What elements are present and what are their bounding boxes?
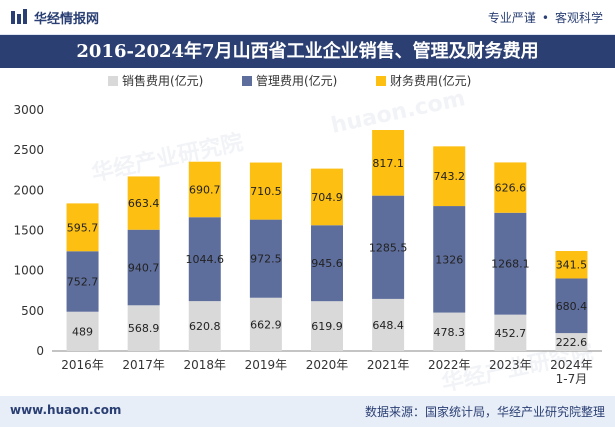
brand-name: 华经情报网 xyxy=(34,11,100,27)
data-label: 945.6 xyxy=(311,257,343,270)
y-tick-label: 500 xyxy=(21,304,44,318)
data-label: 704.9 xyxy=(311,191,343,204)
bar-segment-3 xyxy=(555,251,588,279)
data-label: 710.5 xyxy=(250,185,282,198)
x-tick-label: 1-7月 xyxy=(556,372,588,386)
y-tick-label: 2500 xyxy=(13,143,44,157)
bar-segment-1 xyxy=(555,333,588,351)
x-tick-label: 2022年 xyxy=(428,358,471,372)
y-tick-label: 3000 xyxy=(13,103,44,117)
bar-segment-2 xyxy=(66,251,99,312)
x-tick-label: 2018年 xyxy=(184,358,227,372)
bar-segment-3 xyxy=(433,146,466,207)
legend-swatch-1 xyxy=(108,76,118,86)
bar-segment-2 xyxy=(311,225,343,302)
x-tick-label: 2024年 xyxy=(550,358,593,372)
footer-source: 数据来源：国家统计局，华经产业研究院整理 xyxy=(364,405,605,419)
bar-segment-2 xyxy=(372,195,405,299)
bar-segment-1 xyxy=(372,298,405,351)
slogan-professional: 专业严谨 xyxy=(487,11,536,25)
data-label: 452.7 xyxy=(495,327,527,340)
slogan-objective: 客观科学 xyxy=(554,11,603,25)
data-label: 489 xyxy=(72,325,93,338)
bar-segment-3 xyxy=(249,162,282,220)
legend-swatch-3 xyxy=(376,76,386,86)
title-bar: 2016-2024年7月山西省工业企业销售、管理及财务费用 xyxy=(0,35,615,68)
bar-segment-2 xyxy=(188,217,221,302)
bar-segment-1 xyxy=(66,311,99,351)
brand[interactable]: 华经情报网 xyxy=(10,8,100,27)
slogan: 专业严谨 • 客观科学 xyxy=(488,9,603,26)
bar-segment-2 xyxy=(127,229,160,306)
footer-bar: www.huaon.com 数据来源：国家统计局，华经产业研究院整理 xyxy=(0,396,615,427)
y-tick-label: 1000 xyxy=(13,264,44,278)
data-label: 626.6 xyxy=(495,182,527,195)
bar-segment-1 xyxy=(433,312,466,351)
data-label: 619.9 xyxy=(311,320,343,333)
data-label: 568.9 xyxy=(128,322,160,335)
bar-segment-3 xyxy=(127,176,160,230)
y-tick-label: 1500 xyxy=(13,224,44,238)
data-label: 648.4 xyxy=(372,319,404,332)
y-tick-label: 0 xyxy=(36,344,44,358)
bar-segment-2 xyxy=(555,278,588,334)
bar-segment-3 xyxy=(494,162,527,213)
x-tick-label: 2023年 xyxy=(489,358,532,372)
data-label: 1044.6 xyxy=(186,253,225,266)
data-label: 1268.1 xyxy=(491,258,530,271)
bar-segment-2 xyxy=(433,206,466,313)
data-label: 662.9 xyxy=(250,318,282,331)
chart-title: 2016-2024年7月山西省工业企业销售、管理及财务费用 xyxy=(76,41,539,62)
bar-segment-2 xyxy=(494,212,527,315)
data-label: 940.7 xyxy=(128,262,160,275)
logo-icon xyxy=(11,9,27,24)
bar-segment-1 xyxy=(249,297,282,351)
legend-swatch-2 xyxy=(242,76,252,86)
x-tick-label: 2019年 xyxy=(245,358,288,372)
bar-segment-3 xyxy=(372,130,405,196)
data-label: 663.4 xyxy=(128,197,160,210)
data-label: 680.4 xyxy=(556,300,588,313)
data-label: 1285.5 xyxy=(369,241,408,254)
data-label: 690.7 xyxy=(189,183,221,196)
bar-segment-3 xyxy=(188,161,221,218)
footer-website[interactable]: www.huaon.com xyxy=(10,403,122,417)
data-label: 595.7 xyxy=(67,221,99,234)
data-label: 620.8 xyxy=(189,320,221,333)
stacked-bar-chart: 销售费用(亿元) 管理费用(亿元) 财务费用(亿元) 0 500 1000 1500 2000… xyxy=(13,73,602,386)
x-tick-label: 2021年 xyxy=(367,358,410,372)
bar-segment-2 xyxy=(249,219,282,298)
x-tick-label: 2016年 xyxy=(61,358,104,372)
x-tick-label: 2020年 xyxy=(306,358,349,372)
legend-label-2: 管理费用(亿元) xyxy=(256,73,337,88)
data-label: 478.3 xyxy=(433,326,465,339)
data-label: 752.7 xyxy=(67,275,99,288)
data-label: 972.5 xyxy=(250,253,282,266)
bar-segment-1 xyxy=(127,305,160,351)
x-tick-label: 2017年 xyxy=(122,358,165,372)
legend-label-1: 销售费用(亿元) xyxy=(122,73,203,88)
data-label: 341.5 xyxy=(556,259,588,272)
slogan-separator: • xyxy=(541,10,549,25)
bar-segment-1 xyxy=(311,301,343,351)
bar-segment-1 xyxy=(188,301,221,351)
data-label: 817.1 xyxy=(372,157,404,170)
bar-segment-3 xyxy=(311,168,343,226)
top-bar: 华经情报网 专业严谨 • 客观科学 xyxy=(0,0,615,35)
data-label: 222.6 xyxy=(556,336,588,349)
data-label: 1326 xyxy=(435,253,463,266)
legend-label-3: 财务费用(亿元) xyxy=(390,73,471,88)
bar-segment-3 xyxy=(66,203,99,252)
data-label: 743.2 xyxy=(433,170,465,183)
y-tick-label: 2000 xyxy=(13,183,44,197)
bar-segment-1 xyxy=(494,314,527,351)
